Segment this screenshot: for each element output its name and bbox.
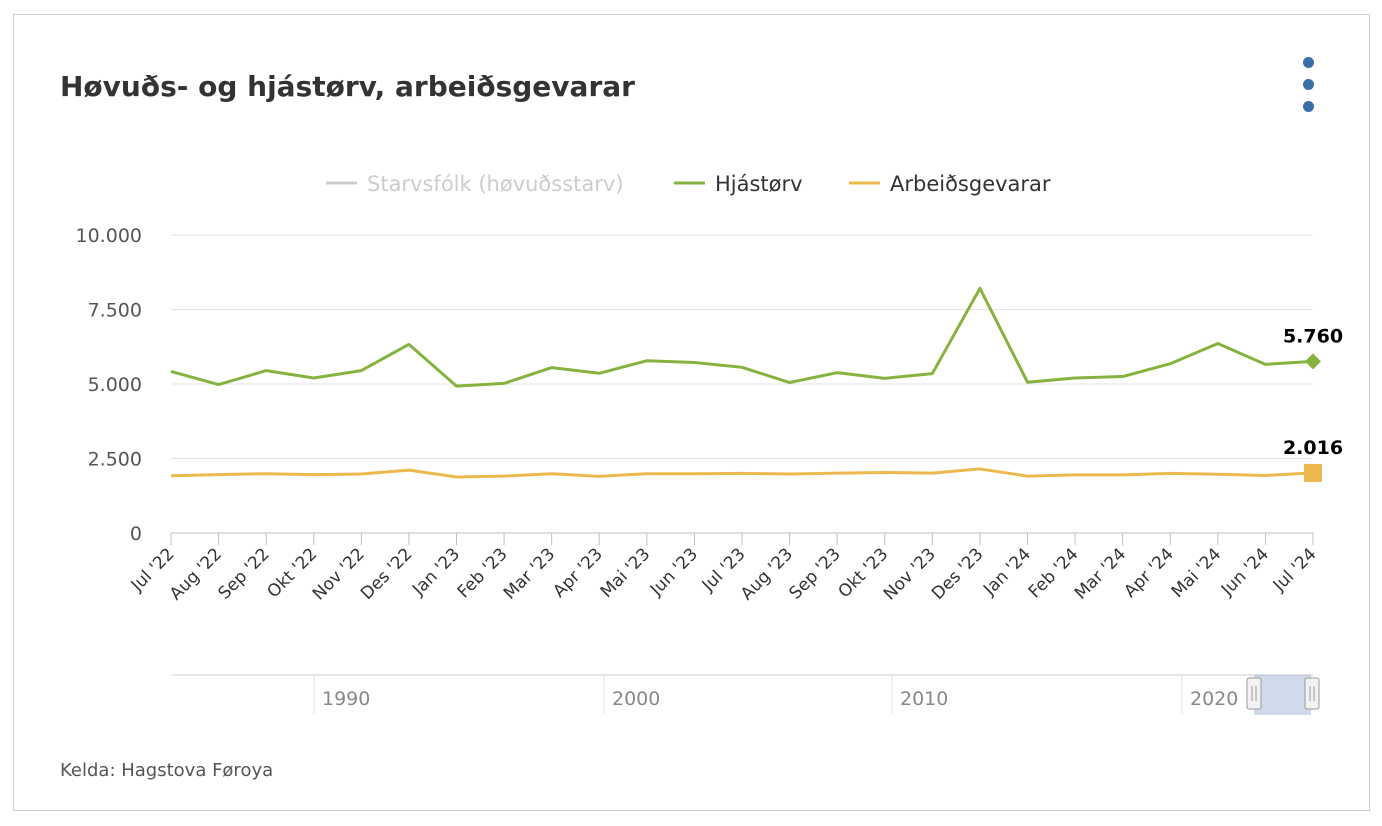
navigator-label: 2000 — [612, 688, 660, 710]
menu-dot — [1303, 79, 1314, 90]
legend-item[interactable]: Arbeiðsgevarar — [890, 172, 1051, 196]
data-point-marker[interactable] — [1304, 463, 1322, 482]
y-tick-label: 7.500 — [88, 300, 142, 322]
x-tick-label: Apr '23 — [549, 544, 606, 601]
x-tick-label: Sep '23 — [785, 544, 844, 603]
chart-title: Høvuðs- og hjástørv, arbeiðsgevarar — [60, 70, 635, 103]
source-credit: Kelda: Hagstova Føroya — [60, 760, 274, 781]
y-tick-label: 5.000 — [88, 374, 142, 396]
data-point-marker[interactable] — [1305, 353, 1321, 370]
x-tick-label: Mai '24 — [1168, 544, 1226, 602]
data-label: 2.016 — [1283, 437, 1343, 459]
x-tick-label: Nov '23 — [880, 544, 940, 604]
x-tick-label: Jan '23 — [408, 544, 464, 600]
x-tick-label: Aug '23 — [737, 544, 797, 604]
y-tick-label: 10.000 — [76, 225, 142, 247]
navigator-selected-range[interactable] — [1254, 675, 1311, 715]
y-tick-label: 0 — [130, 523, 142, 545]
data-label: 5.760 — [1283, 325, 1343, 347]
x-tick-label: Sep '22 — [214, 544, 273, 603]
x-tick-label: Jul '24 — [1269, 544, 1321, 596]
x-tick-label: Des '23 — [928, 544, 987, 603]
navigator-label: 2020 — [1190, 688, 1238, 710]
x-tick-label: Aug '22 — [166, 544, 226, 604]
x-tick-label: Mar '23 — [500, 544, 559, 603]
x-tick-label: Mar '24 — [1071, 544, 1130, 603]
legend-item[interactable]: Starvsfólk (høvuðsstarv) — [367, 172, 624, 196]
series-line[interactable] — [170, 467, 1314, 479]
legend-item[interactable]: Hjástørv — [715, 172, 803, 196]
x-tick-label: Jun '24 — [1217, 544, 1273, 600]
x-tick-label: Apr '24 — [1120, 544, 1177, 601]
x-tick-label: Mai '23 — [597, 544, 655, 602]
navigator-handle[interactable] — [1246, 677, 1262, 710]
navigator-label: 1990 — [322, 688, 370, 710]
x-tick-label: Jan '24 — [979, 544, 1035, 600]
x-tick-label: Des '22 — [357, 544, 416, 603]
x-tick-label: Nov '22 — [309, 544, 369, 604]
chart-card — [13, 14, 1370, 811]
x-tick-label: Jun '23 — [646, 544, 702, 600]
navigator-label: 2010 — [900, 688, 948, 710]
menu-dot — [1303, 57, 1314, 68]
more-vertical-icon[interactable] — [1296, 55, 1320, 115]
y-tick-label: 2.500 — [88, 449, 142, 471]
series-line[interactable] — [170, 286, 1314, 388]
menu-dot — [1303, 101, 1314, 112]
navigator-handle[interactable] — [1304, 677, 1320, 710]
